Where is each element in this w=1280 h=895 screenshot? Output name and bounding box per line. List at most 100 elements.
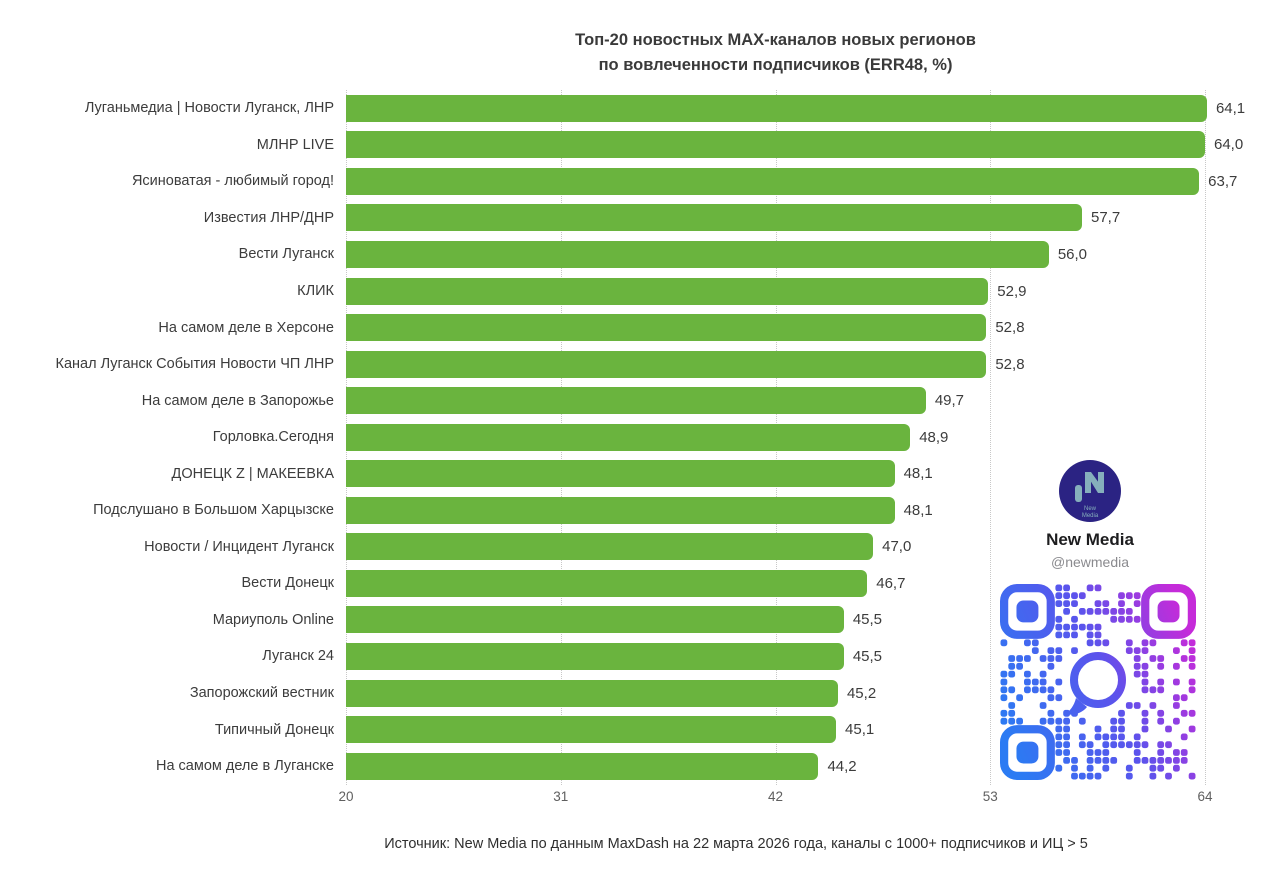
bar-row: Луганск 24 45,5 [0, 638, 1280, 675]
bar-track: 45,5 [346, 642, 1205, 670]
value-label: 45,5 [852, 647, 883, 665]
bar-row: КЛИК 52,9 [0, 273, 1280, 310]
bar-row: На самом деле в Херсоне 52,8 [0, 309, 1280, 346]
bar [346, 277, 989, 305]
value-label: 48,1 [903, 465, 933, 483]
category-label: ДОНЕЦК Z | МАКЕЕВКА [171, 465, 334, 482]
x-tick-label: 20 [338, 789, 354, 804]
bar-row: На самом деле в Луганске 44,2 [0, 748, 1280, 785]
chart-title: Топ-20 новостных MAX-каналов новых регио… [346, 28, 1205, 78]
bar-row: Известия ЛНР/ДНР 57,7 [0, 200, 1280, 237]
newmedia-logo-icon: New Media [1059, 460, 1121, 522]
bar-track: 49,7 [346, 387, 1205, 415]
bar-row: Луганьмедиа | Новости Луганск, ЛНР 64,1 [0, 90, 1280, 127]
category-label: Канал Луганск События Новости ЧП ЛНР [55, 356, 334, 373]
value-label: 48,1 [903, 501, 933, 519]
bar [346, 679, 838, 707]
chart-title-line2: по вовлеченности подписчиков (ERR48, %) [598, 56, 953, 74]
category-label: Горловка.Сегодня [212, 429, 334, 446]
category-label: Известия ЛНР/ДНР [203, 209, 334, 226]
category-label: Вести Донецк [241, 575, 334, 592]
category-label: На самом деле в Запорожье [141, 392, 334, 409]
bar-track: 56,0 [346, 240, 1205, 268]
value-label: 52,8 [995, 319, 1025, 337]
bar [346, 314, 987, 342]
bar [346, 240, 1049, 268]
bar-track: 64,0 [346, 131, 1243, 159]
bar-track: 45,2 [346, 679, 1205, 707]
bar [346, 131, 1205, 159]
category-label: Луганск 24 [262, 648, 334, 665]
bar-track: 46,7 [346, 569, 1205, 597]
category-label: Запорожский вестник [189, 685, 334, 702]
x-tick-label: 53 [982, 789, 998, 804]
bar [346, 167, 1200, 195]
bar-row: Горловка.Сегодня 48,9 [0, 419, 1280, 456]
bar [346, 533, 874, 561]
bar [346, 496, 895, 524]
category-label: Новости / Инцидент Луганск [144, 538, 334, 555]
x-axis: 20 31 42 53 64 [338, 789, 1212, 809]
bar [346, 204, 1082, 232]
category-label: КЛИК [297, 283, 334, 299]
bar [346, 752, 819, 780]
category-label: На самом деле в Херсоне [158, 319, 334, 336]
brand-name: New Media [1046, 530, 1134, 549]
bar-row: ДОНЕЦК Z | МАКЕЕВКА 48,1 [0, 455, 1280, 492]
brand-handle: @newmedia [1050, 554, 1130, 570]
bar-track: 48,1 [346, 460, 1205, 488]
value-label: 64,1 [1215, 99, 1246, 117]
bar-track: 47,0 [346, 533, 1205, 561]
category-label: Луганьмедиа | Новости Луганск, ЛНР [84, 100, 334, 117]
value-label: 45,2 [846, 684, 877, 702]
bar-track: 45,5 [346, 606, 1205, 634]
value-label: 46,7 [876, 574, 906, 592]
value-label: 52,8 [995, 355, 1025, 373]
category-label: Подслушано в Большом Харцызске [93, 502, 334, 519]
value-label: 45,1 [845, 721, 875, 739]
category-label: Типичный Донецк [214, 721, 334, 738]
x-tick-label: 42 [767, 789, 784, 804]
bar-row: Запорожский вестник 45,2 [0, 675, 1280, 712]
bar-track: 44,2 [346, 752, 1205, 780]
bar-track: 48,1 [346, 496, 1205, 524]
value-label: 44,2 [827, 757, 857, 775]
category-label: Вести Луганск [238, 246, 334, 263]
bar [346, 569, 868, 597]
bar-row: Вести Донецк 46,7 [0, 565, 1280, 602]
bar [346, 94, 1207, 122]
logo-text-media: Media [1082, 513, 1099, 519]
chart-title-line1: Топ-20 новостных MAX-каналов новых регио… [575, 31, 976, 49]
bar-row: На самом деле в Запорожье 49,7 [0, 382, 1280, 419]
value-label: 48,9 [919, 428, 949, 446]
bar [346, 716, 837, 744]
bar-track: 45,1 [346, 716, 1205, 744]
bar-row: Типичный Донецк 45,1 [0, 711, 1280, 748]
bar-track: 52,8 [346, 350, 1205, 378]
bar-track: 52,8 [346, 314, 1205, 342]
category-label: МЛНР LIVE [256, 136, 334, 153]
category-label: Мариуполь Online [212, 611, 334, 628]
bar [346, 606, 844, 634]
bar-track: 63,7 [346, 167, 1237, 195]
value-label: 45,5 [852, 611, 883, 629]
bar [346, 642, 844, 670]
logo-text-new: New [1084, 506, 1097, 512]
bar-track: 48,9 [346, 423, 1205, 451]
source-caption: Источник: New Media по данным MaxDash на… [384, 836, 1088, 852]
value-label: 64,0 [1214, 136, 1244, 154]
bar-row: Ясиноватая - любимый город! 63,7 [0, 163, 1280, 200]
value-label: 63,7 [1208, 172, 1238, 190]
bar-row: Новости / Инцидент Луганск 47,0 [0, 529, 1280, 566]
category-label: Ясиноватая - любимый город! [131, 173, 334, 190]
bar-row: Подслушано в Большом Харцызске 48,1 [0, 492, 1280, 529]
value-label: 56,0 [1057, 245, 1088, 263]
bar [346, 460, 895, 488]
bar-row: Вести Луганск 56,0 [0, 236, 1280, 273]
x-tick-label: 31 [553, 789, 569, 804]
value-label: 47,0 [882, 538, 912, 556]
bar-row: Канал Луганск События Новости ЧП ЛНР 52,8 [0, 346, 1280, 383]
bar-track: 52,9 [346, 277, 1205, 305]
bar-row: Мариуполь Online 45,5 [0, 602, 1280, 639]
